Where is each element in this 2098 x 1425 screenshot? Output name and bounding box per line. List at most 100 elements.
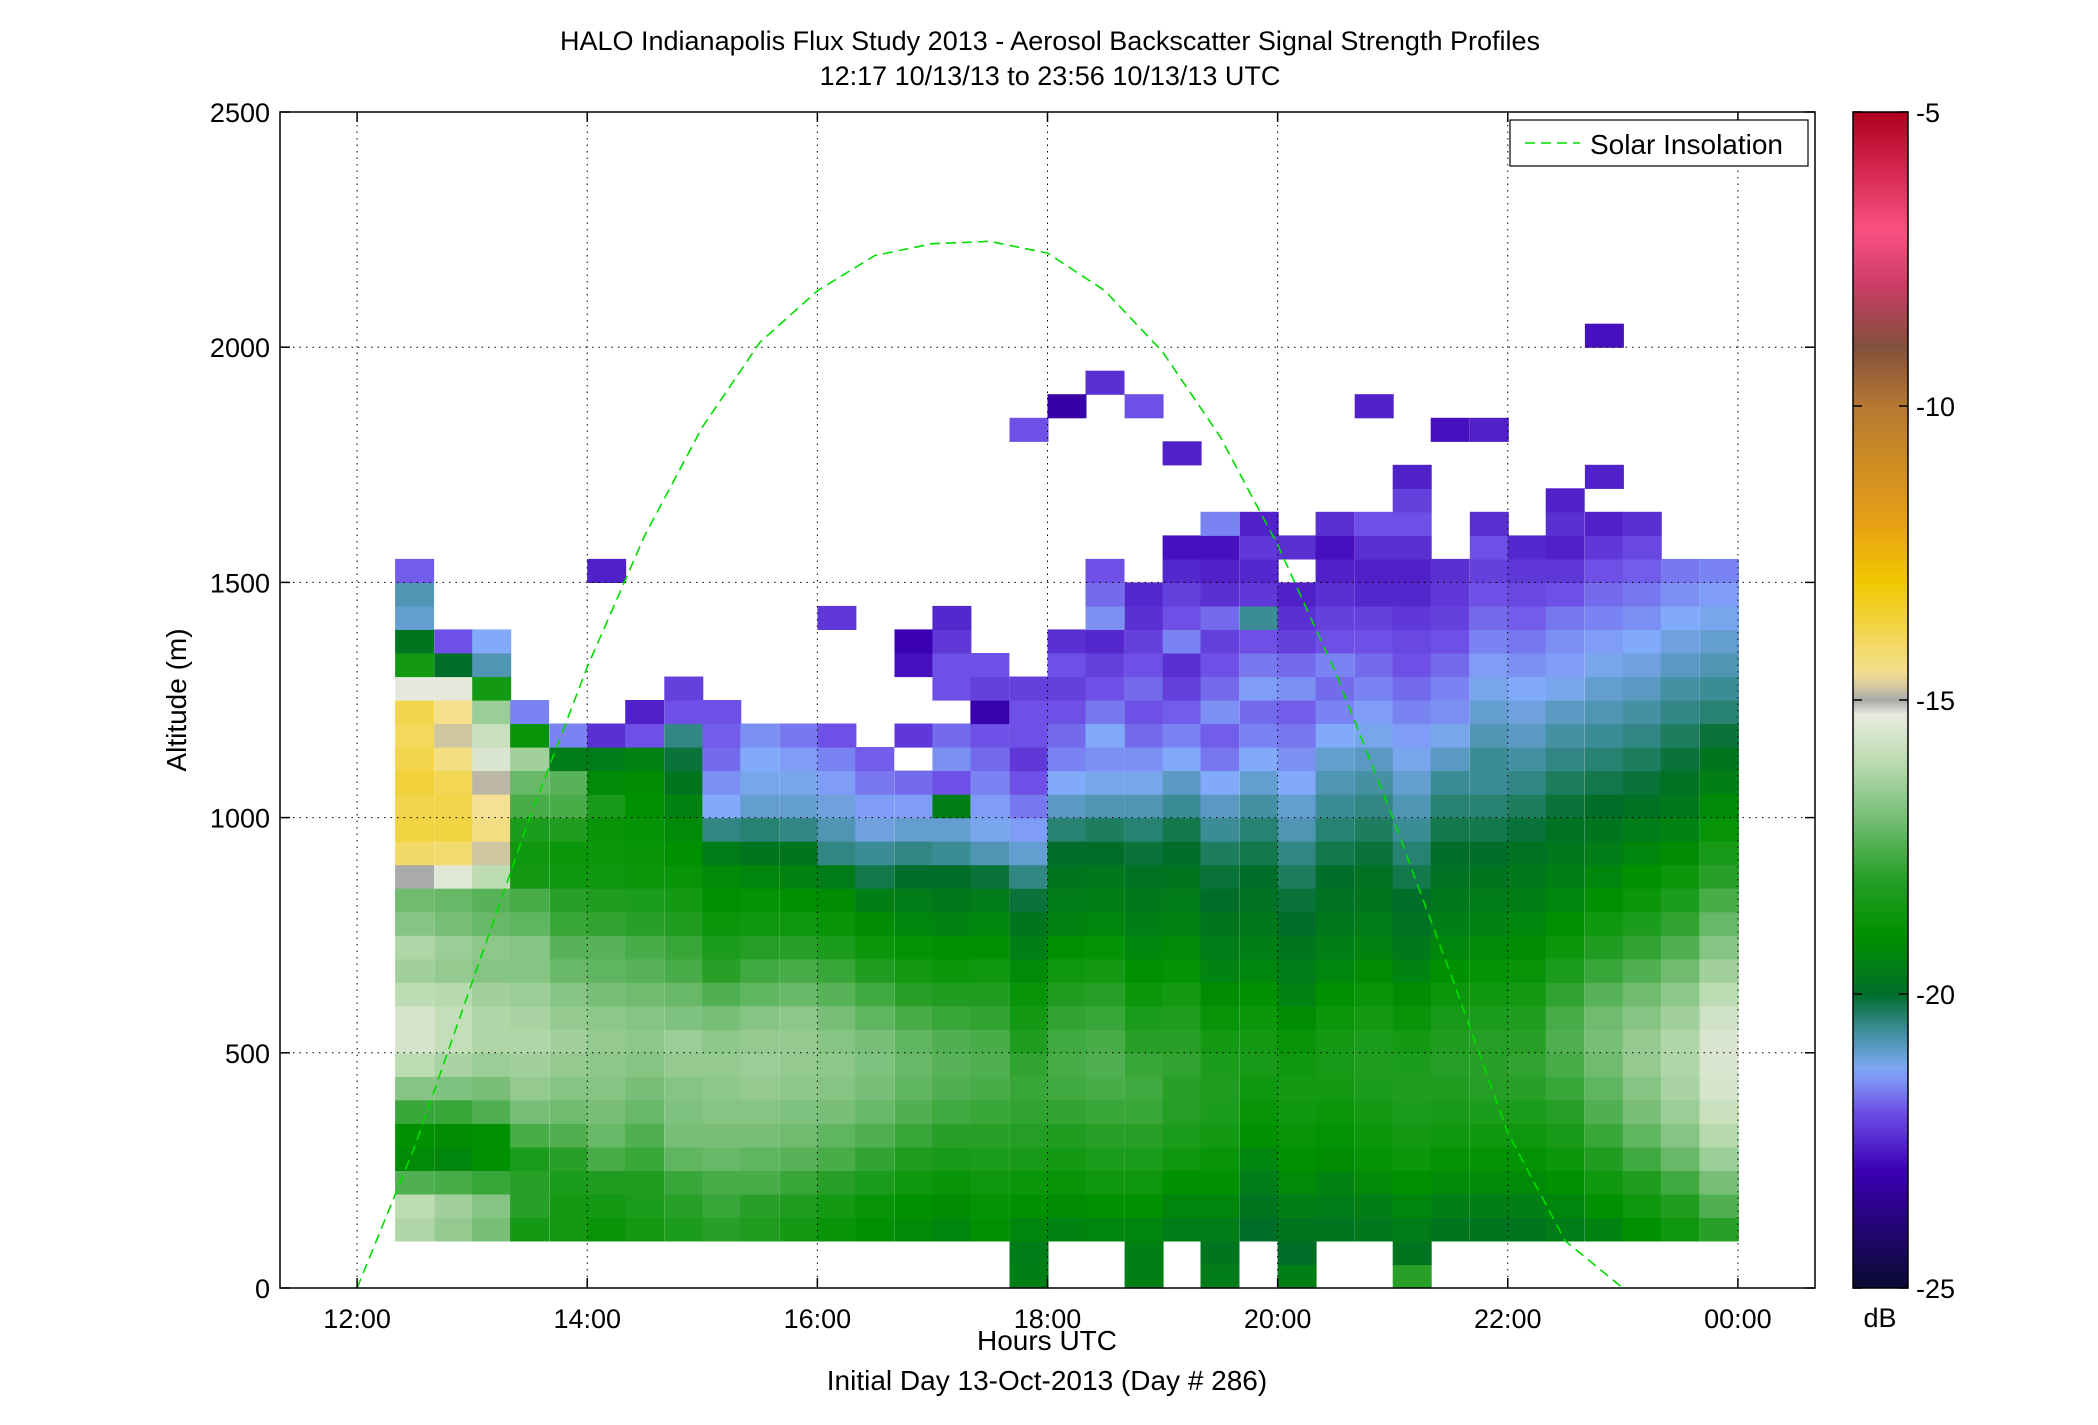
heatmap-cell <box>779 1099 819 1124</box>
heatmap-cell <box>1660 723 1700 748</box>
heatmap-cell <box>1047 888 1087 913</box>
heatmap-cell <box>702 723 742 748</box>
heatmap-cell <box>1162 1076 1202 1101</box>
heatmap-cell <box>1200 1005 1240 1030</box>
heatmap-cell <box>779 1170 819 1195</box>
heatmap-cell <box>1469 1146 1509 1171</box>
heatmap-cell <box>1200 1099 1240 1124</box>
heatmap-cell <box>587 1123 627 1148</box>
heatmap-cell <box>1162 841 1202 866</box>
heatmap-cell <box>1239 888 1279 913</box>
heatmap-cell <box>894 1146 934 1171</box>
heatmap-cell <box>1315 511 1355 536</box>
heatmap-cell <box>1354 1170 1394 1195</box>
heatmap-cell <box>1430 794 1470 819</box>
heatmap-cell <box>1085 911 1125 936</box>
heatmap-cell <box>1124 605 1164 630</box>
heatmap-cell <box>1430 558 1470 583</box>
heatmap-cell <box>1085 370 1125 395</box>
heatmap-cell <box>587 1146 627 1171</box>
heatmap-cell <box>740 1029 780 1054</box>
heatmap-cell <box>1622 653 1662 678</box>
heatmap-cell <box>702 935 742 960</box>
heatmap-cell <box>549 817 589 842</box>
heatmap-cell <box>664 676 704 701</box>
heatmap-cell <box>1277 1052 1317 1077</box>
heatmap-cell <box>1622 511 1662 536</box>
heatmap-cell <box>740 1146 780 1171</box>
heatmap-cell <box>1545 676 1585 701</box>
heatmap-cell <box>472 864 512 889</box>
heatmap-cell <box>1162 653 1202 678</box>
heatmap-cell <box>779 911 819 936</box>
heatmap-cell <box>510 1005 550 1030</box>
heatmap-cell <box>1277 676 1317 701</box>
heatmap-cell <box>970 1146 1010 1171</box>
heatmap-cell <box>1315 958 1355 983</box>
heatmap-cell <box>970 770 1010 795</box>
heatmap-cell <box>395 888 435 913</box>
heatmap-cell <box>855 1170 895 1195</box>
heatmap-cell <box>1469 982 1509 1007</box>
heatmap-cell <box>1507 1029 1547 1054</box>
heatmap-cell <box>1200 653 1240 678</box>
heatmap-cell <box>970 982 1010 1007</box>
heatmap-cell <box>1085 1076 1125 1101</box>
heatmap-cell <box>1315 1170 1355 1195</box>
heatmap-cell <box>1354 676 1394 701</box>
heatmap-cell <box>1124 841 1164 866</box>
heatmap-cell <box>1124 1217 1164 1242</box>
heatmap-cell <box>1162 747 1202 772</box>
heatmap-cell <box>1469 1029 1509 1054</box>
heatmap-cell <box>434 841 474 866</box>
heatmap-cell <box>395 605 435 630</box>
heatmap-cell <box>1507 958 1547 983</box>
heatmap-cell <box>434 1099 474 1124</box>
heatmap-cell <box>1584 723 1624 748</box>
heatmap-cell <box>932 1217 972 1242</box>
heatmap-cell <box>1354 841 1394 866</box>
heatmap-cell <box>1354 605 1394 630</box>
heatmap-cell <box>587 1005 627 1030</box>
heatmap-cell <box>395 935 435 960</box>
heatmap-cell <box>1047 653 1087 678</box>
heatmap-cell <box>1277 1146 1317 1171</box>
heatmap-cell <box>625 982 665 1007</box>
heatmap-cell <box>1584 1005 1624 1030</box>
heatmap-cell <box>395 864 435 889</box>
heatmap-cell <box>1315 558 1355 583</box>
heatmap-cell <box>1699 1029 1739 1054</box>
heatmap-cell <box>1239 582 1279 607</box>
heatmap-cell <box>817 1029 857 1054</box>
heatmap-cell <box>587 723 627 748</box>
heatmap-cell <box>1200 723 1240 748</box>
heatmap-cell <box>779 958 819 983</box>
heatmap-cell <box>1430 1193 1470 1218</box>
heatmap-cell <box>472 770 512 795</box>
heatmap-cell <box>1162 864 1202 889</box>
heatmap-cell <box>1699 935 1739 960</box>
heatmap-cell <box>1085 605 1125 630</box>
heatmap-cell <box>1699 1170 1739 1195</box>
heatmap-cell <box>702 958 742 983</box>
heatmap-cell <box>817 747 857 772</box>
heatmap-cell <box>549 958 589 983</box>
heatmap-cell <box>1277 535 1317 560</box>
heatmap-cell <box>1124 770 1164 795</box>
heatmap-cell <box>1200 511 1240 536</box>
heatmap-cell <box>1239 911 1279 936</box>
heatmap-cell <box>664 1029 704 1054</box>
heatmap-cell <box>1545 817 1585 842</box>
heatmap-cell <box>1469 770 1509 795</box>
heatmap-cell <box>549 888 589 913</box>
heatmap-cell <box>1277 747 1317 772</box>
heatmap-cell <box>1124 982 1164 1007</box>
heatmap-cell <box>472 700 512 725</box>
heatmap-cell <box>1545 1170 1585 1195</box>
heatmap-cell <box>587 1170 627 1195</box>
heatmap-cell <box>1545 1099 1585 1124</box>
heatmap-cell <box>664 958 704 983</box>
heatmap-cell <box>1469 653 1509 678</box>
heatmap-cell <box>1622 1217 1662 1242</box>
heatmap-cell <box>1430 1029 1470 1054</box>
